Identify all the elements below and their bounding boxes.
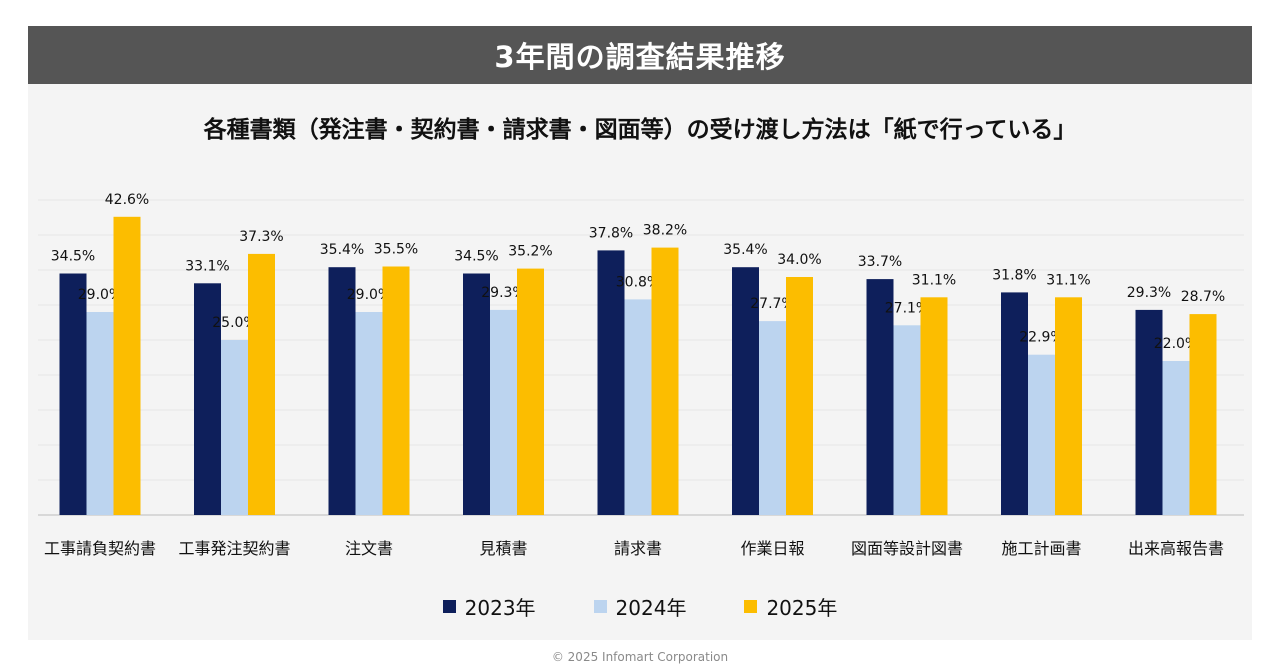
data-label: 35.4% bbox=[723, 242, 767, 258]
bar-2024年-1 bbox=[86, 312, 114, 515]
chart-title: 各種書類（発注書・契約書・請求書・図面等）の受け渡し方法は「紙で行っている」 bbox=[203, 117, 1077, 143]
legend-item-2025: 2025年 bbox=[744, 592, 837, 621]
header-bar: 3年間の調査結果推移 bbox=[28, 26, 1252, 84]
data-label: 27.7% bbox=[750, 296, 794, 312]
legend-label-2025: 2025年 bbox=[766, 595, 838, 620]
data-label: 35.2% bbox=[508, 244, 552, 260]
bar-2025年-6 bbox=[786, 277, 813, 515]
data-label: 35.4% bbox=[320, 242, 364, 258]
bar-2023年-3 bbox=[328, 267, 356, 515]
x-tick-label: 見積書 bbox=[479, 539, 527, 558]
chart-legend: 2023年 2024年 2025年 bbox=[0, 590, 1280, 622]
bar-2024年-4 bbox=[490, 309, 517, 515]
x-tick-label: 注文書 bbox=[345, 539, 393, 558]
data-label: 34.0% bbox=[777, 252, 821, 268]
bar-2023年-1 bbox=[59, 273, 87, 515]
data-label: 34.5% bbox=[454, 249, 498, 265]
bar-2023年-4 bbox=[463, 273, 490, 515]
bar-2024年-7 bbox=[893, 325, 921, 515]
data-label: 33.1% bbox=[185, 258, 229, 274]
data-label: 29.0% bbox=[347, 287, 391, 303]
bar-2025年-5 bbox=[651, 247, 679, 515]
data-label: 28.7% bbox=[1181, 289, 1225, 305]
legend-label-2023: 2023年 bbox=[464, 595, 536, 620]
bar-2024年-9 bbox=[1162, 361, 1190, 515]
legend-label-2024: 2024年 bbox=[615, 595, 687, 620]
copyright: © 2025 Infomart Corporation bbox=[551, 650, 729, 664]
legend-swatch-2024 bbox=[593, 599, 607, 613]
data-label: 34.5% bbox=[51, 249, 95, 265]
data-label: 35.5% bbox=[374, 242, 418, 258]
bar-2025年-4 bbox=[517, 268, 544, 515]
bar-2025年-2 bbox=[248, 253, 275, 515]
bar-2024年-6 bbox=[759, 321, 786, 515]
bar-2023年-6 bbox=[732, 267, 759, 515]
data-label: 27.1% bbox=[885, 300, 929, 316]
bar-2024年-8 bbox=[1028, 354, 1055, 515]
data-label: 29.3% bbox=[481, 285, 525, 301]
data-label: 37.3% bbox=[239, 229, 283, 245]
data-label: 33.7% bbox=[858, 254, 902, 270]
x-tick-label: 施工計画書 bbox=[1001, 539, 1081, 558]
legend-swatch-2023 bbox=[442, 599, 456, 613]
data-label: 29.0% bbox=[78, 287, 122, 303]
legend-swatch-2025 bbox=[744, 599, 758, 613]
bar-2023年-5 bbox=[597, 250, 625, 515]
bar-2025年-1 bbox=[113, 216, 141, 516]
x-tick-label: 工事請負契約書 bbox=[44, 539, 156, 558]
x-tick-label: 図面等設計図書 bbox=[851, 539, 963, 558]
page-title: 3年間の調査結果推移 bbox=[494, 40, 786, 74]
data-label: 31.1% bbox=[1046, 272, 1090, 288]
bar-2024年-3 bbox=[355, 312, 383, 515]
x-tick-label: 出来高報告書 bbox=[1128, 539, 1224, 558]
data-label: 31.8% bbox=[992, 267, 1036, 283]
legend-item-2024: 2024年 bbox=[593, 592, 687, 621]
bar-2024年-5 bbox=[624, 299, 652, 515]
legend-item-2023: 2023年 bbox=[442, 592, 536, 621]
data-label: 37.8% bbox=[589, 225, 633, 241]
data-label: 22.9% bbox=[1019, 330, 1063, 346]
x-tick-label: 工事発注契約書 bbox=[178, 539, 290, 558]
data-label: 22.0% bbox=[1154, 336, 1198, 352]
bar-2023年-2 bbox=[194, 283, 221, 515]
x-tick-label: 請求書 bbox=[614, 539, 662, 558]
data-label: 25.0% bbox=[212, 315, 256, 331]
x-tick-label: 作業日報 bbox=[740, 539, 804, 558]
data-label: 30.8% bbox=[616, 274, 660, 290]
bar-2023年-9 bbox=[1135, 309, 1163, 515]
bar-2024年-2 bbox=[221, 340, 248, 515]
bar-2025年-8 bbox=[1055, 297, 1082, 515]
data-label: 38.2% bbox=[643, 223, 687, 239]
data-label: 31.1% bbox=[912, 272, 956, 288]
data-label: 29.3% bbox=[1127, 285, 1171, 301]
bar-2025年-7 bbox=[920, 297, 948, 515]
bar-2023年-7 bbox=[866, 279, 894, 515]
bar-2025年-9 bbox=[1189, 314, 1217, 515]
data-label: 42.6% bbox=[105, 192, 149, 208]
bar-2025年-3 bbox=[382, 266, 410, 515]
bar-2023年-8 bbox=[1001, 292, 1028, 515]
